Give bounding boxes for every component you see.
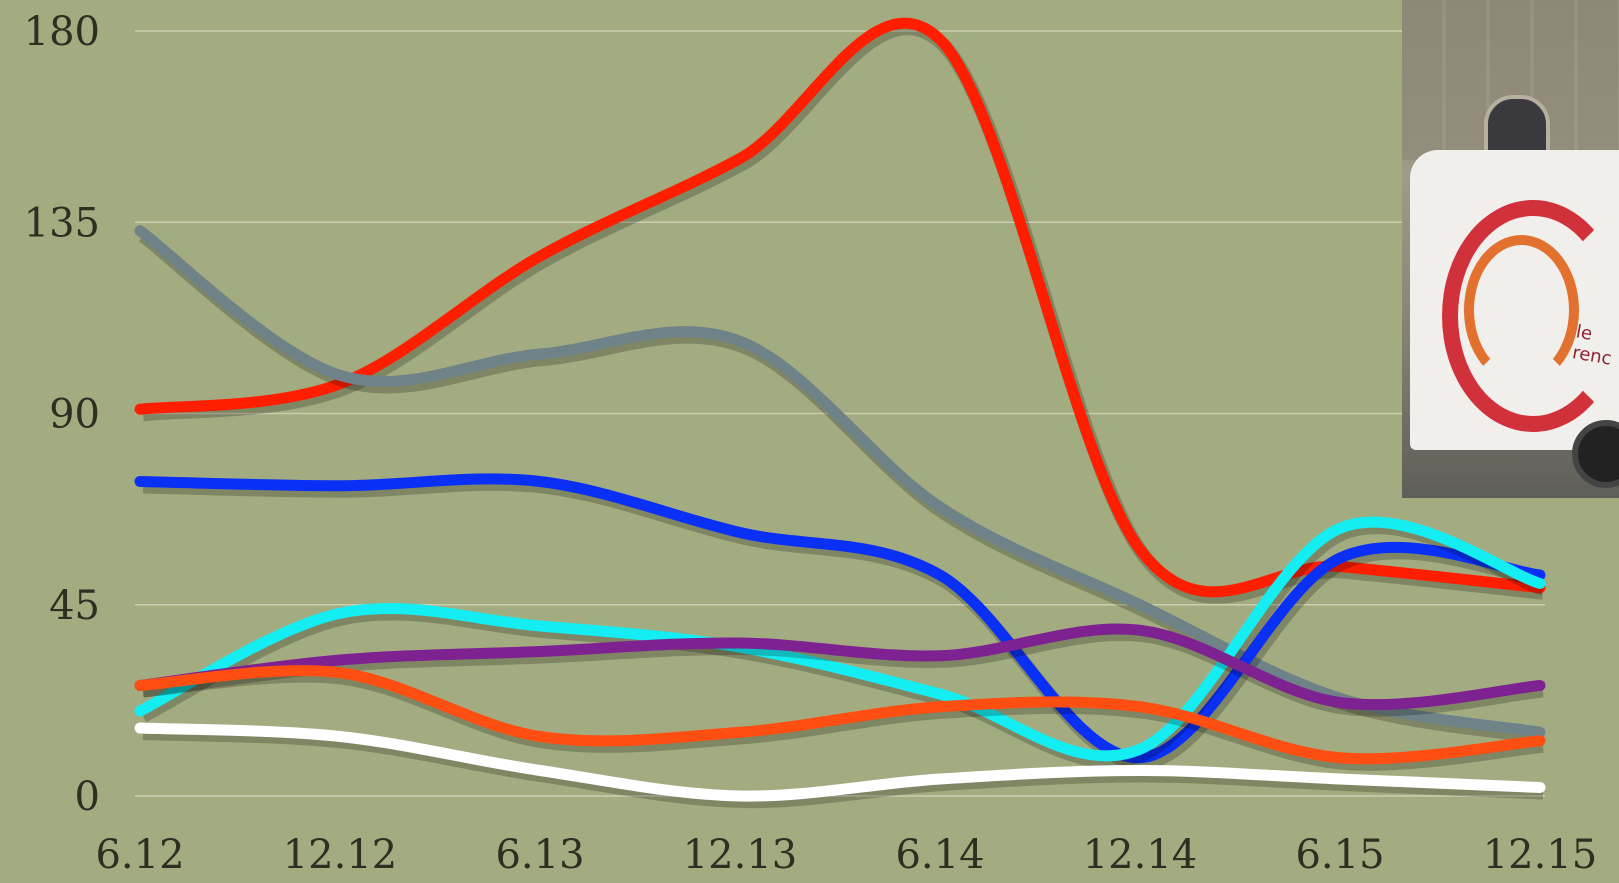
x-tick-label: 6.14 [895,832,984,878]
x-axis-ticks: 6.12 12.12 6.13 12.13 6.14 12.14 6.15 12.15 [95,832,1597,878]
x-tick-label: 6.13 [495,832,584,878]
van-wheel [1572,420,1619,488]
y-tick-label: 135 [24,200,100,246]
series-line-6 [134,665,1546,765]
x-tick-label: 12.12 [283,832,398,878]
x-tick-label: 12.15 [1483,832,1598,878]
series-lines [134,17,1546,809]
x-tick-label: 6.12 [95,832,184,878]
x-tick-label: 12.14 [1083,832,1198,878]
series-line-2 [134,225,1546,738]
series-line-4 [134,516,1546,762]
x-tick-label: 6.15 [1295,832,1384,878]
series-shadow [142,21,1544,604]
y-tick-label: 45 [49,583,100,629]
x-tick-label: 12.13 [683,832,798,878]
y-tick-label: 180 [24,9,100,55]
van-logo-inner-ring [1464,235,1579,385]
y-tick-label: 0 [75,774,100,820]
series-line-3 [134,473,1546,764]
van-photo: le renc [1402,0,1619,498]
series-line-5 [134,623,1546,711]
series-line-7 [134,722,1546,802]
series-line-1 [134,17,1546,598]
van-lettering: le renc [1570,321,1614,370]
y-tick-label: 90 [49,392,100,438]
y-axis-ticks: 0 45 90 135 180 [24,9,100,820]
